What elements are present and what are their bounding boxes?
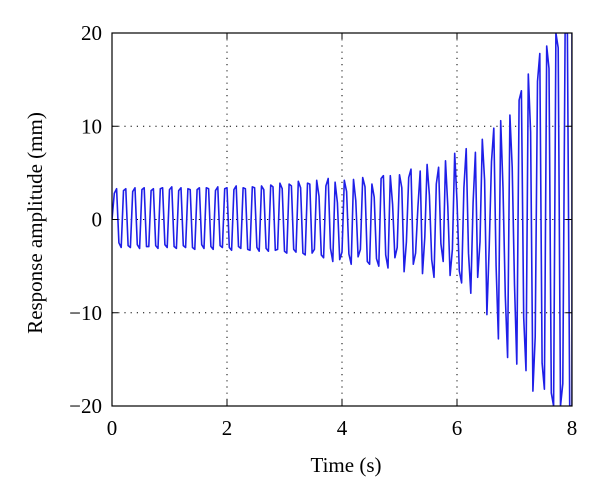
x-axis-label: Time (s) <box>311 453 382 477</box>
x-tick-label: 8 <box>567 416 578 440</box>
series-line-0 <box>112 33 572 406</box>
y-tick-label: 0 <box>92 208 103 232</box>
axes <box>111 32 573 407</box>
x-tick-label: 2 <box>222 416 233 440</box>
x-tick-label: 6 <box>452 416 463 440</box>
y-axis-label: Response amplitude (mm) <box>23 112 47 334</box>
y-tick-label: −10 <box>69 301 102 325</box>
y-tick-label: 10 <box>81 114 102 138</box>
x-tick-label: 0 <box>107 416 118 440</box>
data-series <box>112 33 572 406</box>
y-tick-label: −20 <box>69 394 102 418</box>
y-tick-label: 20 <box>81 21 102 45</box>
tick-labels: 0 2 4 6 8 −20 −10 0 10 20 <box>69 21 577 440</box>
x-tick-label: 4 <box>337 416 348 440</box>
